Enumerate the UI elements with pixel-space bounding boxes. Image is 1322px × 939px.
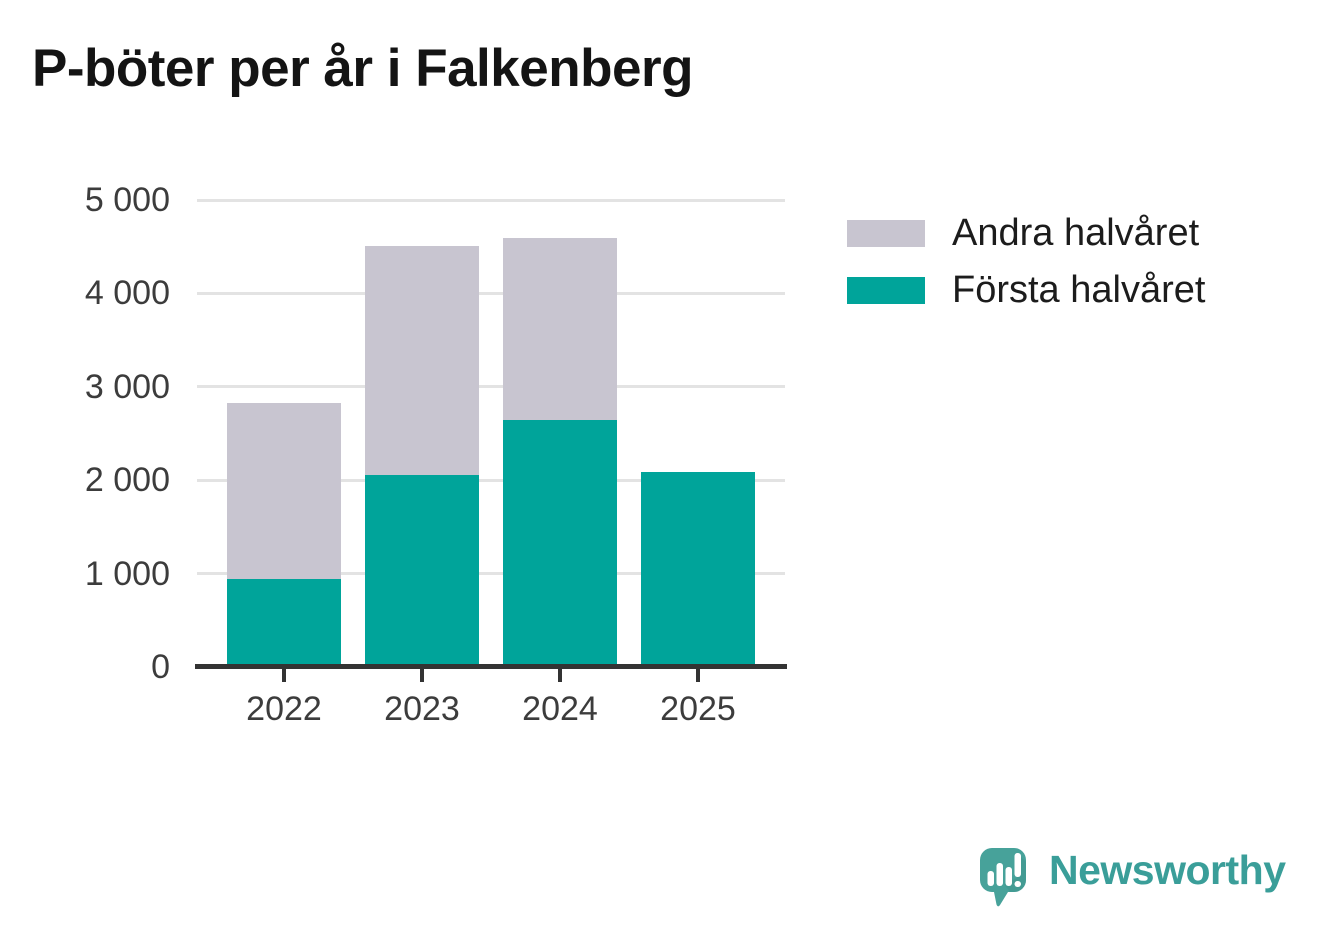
bar-2023-second-half xyxy=(365,245,479,475)
bar-2024-second-half xyxy=(503,238,617,421)
bar-2023-first-half xyxy=(365,474,479,667)
gridline-5000 xyxy=(197,198,785,202)
plot-area xyxy=(195,198,787,669)
x-tick-label-2024: 2024 xyxy=(522,690,598,728)
x-tick-label-2025: 2025 xyxy=(660,690,736,728)
legend-swatch-1 xyxy=(847,276,925,304)
y-tick-label-2000: 2 000 xyxy=(84,461,170,500)
legend: Andra halvåret Första halvåret xyxy=(847,213,1205,327)
x-tick-2025 xyxy=(696,669,700,682)
gridline-3000 xyxy=(197,385,785,389)
gridline-4000 xyxy=(197,291,785,295)
bar-2024-first-half xyxy=(503,420,617,667)
legend-item-0: Andra halvåret xyxy=(847,213,1205,253)
gridline-1000 xyxy=(197,572,785,576)
x-tick-label-2022: 2022 xyxy=(246,690,322,728)
newsworthy-speech-bubble-chart-icon xyxy=(980,848,1026,907)
newsworthy-wordmark: Newsworthy xyxy=(1049,847,1286,893)
legend-item-1: Första halvåret xyxy=(847,270,1205,310)
x-tick-2022 xyxy=(282,669,286,682)
y-tick-label-0: 0 xyxy=(151,648,170,686)
y-tick-label-3000: 3 000 xyxy=(84,367,170,406)
newsworthy-logo: Newsworthy xyxy=(980,848,1286,908)
bar-2022-second-half xyxy=(227,402,341,580)
y-tick-label-4000: 4 000 xyxy=(84,274,170,313)
x-tick-2024 xyxy=(558,669,562,682)
x-tick-2023 xyxy=(420,669,424,682)
y-tick-label-1000: 1 000 xyxy=(84,554,170,593)
chart-title: P-böter per år i Falkenberg xyxy=(32,39,693,98)
legend-label-0: Andra halvåret xyxy=(952,212,1200,254)
bar-2025-first-half xyxy=(641,471,755,667)
legend-swatch-0 xyxy=(847,219,925,247)
legend-label-1: Första halvåret xyxy=(952,269,1206,311)
x-axis-line xyxy=(195,664,787,669)
bar-2022-first-half xyxy=(227,579,341,667)
gridline-2000 xyxy=(197,478,785,482)
y-tick-label-5000: 5 000 xyxy=(84,181,170,219)
x-tick-label-2023: 2023 xyxy=(384,690,460,728)
